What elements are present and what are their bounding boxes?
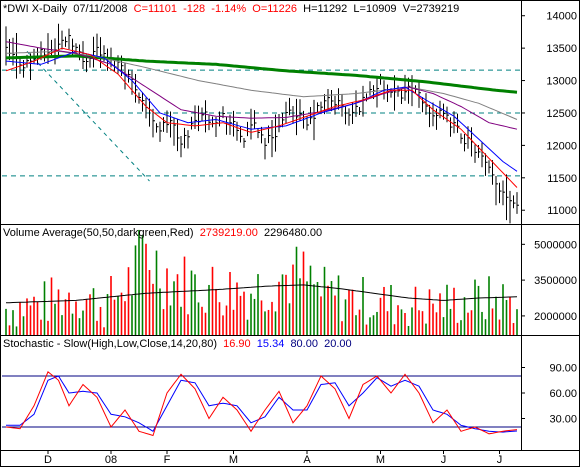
- volume-title: Volume Average(50,50,darkgreen,Red): [3, 227, 194, 239]
- price-tick-label: 14000: [546, 11, 577, 23]
- change-pct-label: -1.14%: [211, 3, 247, 15]
- stoch-k: 16.90: [223, 338, 251, 350]
- price-header: *DWI X-Daily 07/11/2008 C=11101 -128 -1.…: [3, 3, 459, 15]
- stoch-d: 15.34: [256, 338, 285, 350]
- volume-tick-label: 2000000: [534, 311, 577, 323]
- volume-tick-label: 5000000: [534, 239, 577, 251]
- open-label: O=11226: [252, 3, 298, 15]
- low-label: L=10909: [353, 3, 397, 15]
- price-tick-label: 13500: [546, 43, 577, 55]
- stoch-tick-label: 90.00: [549, 363, 577, 375]
- x-tick-label: J: [497, 454, 503, 466]
- date-label: 07/11/2008: [73, 3, 128, 15]
- volume-value1: 2739219.00: [199, 227, 258, 239]
- volume-tick-label: 3500000: [534, 275, 577, 287]
- trend-line: [26, 51, 150, 182]
- x-tick-label: J: [441, 454, 447, 466]
- price-tick-label: 11000: [547, 205, 577, 217]
- price-tick-label: 13000: [546, 76, 577, 88]
- stoch-title: Stochastic - Slow(High,Low,Close,14,20,8…: [3, 338, 217, 350]
- price-tick-label: 12500: [546, 108, 577, 120]
- stoch-header: Stochastic - Slow(High,Low,Close,14,20,8…: [3, 338, 352, 350]
- moving-average-ma50: [5, 54, 518, 94]
- x-tick-label: M: [376, 454, 385, 466]
- volume-value2: 2296480.00: [263, 227, 323, 239]
- x-tick-label: F: [164, 454, 171, 466]
- x-tick-label: A: [303, 454, 311, 466]
- x-tick-label: M: [229, 454, 238, 466]
- stoch-tick-label: 30.00: [549, 414, 577, 426]
- stoch-upper: 80.00: [290, 338, 318, 350]
- x-tick-label: 08: [105, 454, 117, 466]
- moving-average-ma_purple: [5, 41, 518, 130]
- x-tick-label: D: [44, 454, 52, 466]
- volume-label: V=2739219: [402, 3, 460, 15]
- symbol-label: *DWI X-Daily: [3, 3, 68, 15]
- volume-average-line: [5, 284, 518, 304]
- price-tick-label: 12000: [546, 140, 577, 152]
- moving-average-ma10: [5, 47, 518, 188]
- price-tick-label: 11500: [547, 173, 577, 185]
- stoch-lower: 20.00: [324, 338, 352, 350]
- stoch-k-line: [5, 370, 518, 437]
- high-label: H=11292: [303, 3, 348, 15]
- close-label: C=11101: [133, 3, 177, 15]
- stoch-tick-label: 60.00: [549, 388, 577, 400]
- volume-header: Volume Average(50,50,darkgreen,Red) 2739…: [3, 227, 322, 239]
- change-label: -128: [183, 3, 206, 15]
